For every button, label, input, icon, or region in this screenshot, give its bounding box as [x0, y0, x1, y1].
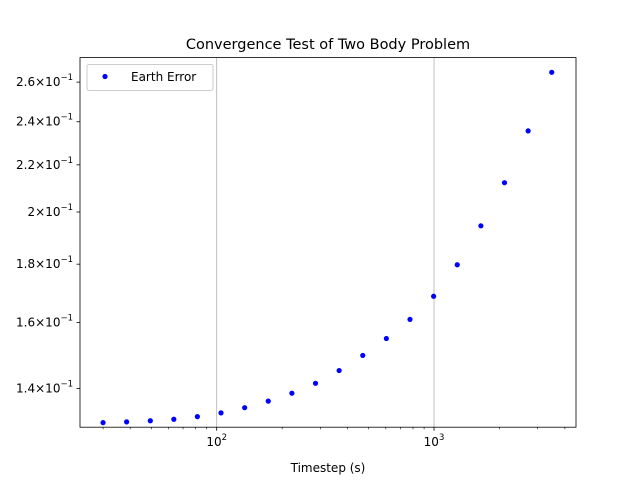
data-point — [194, 414, 200, 420]
x-tick-label: 102 — [206, 433, 227, 449]
data-point — [525, 128, 531, 134]
x-axis-label: Timestep (s) — [290, 461, 366, 475]
data-point — [478, 223, 484, 229]
legend-marker — [102, 73, 108, 80]
y-tick-label: 2.6×10−1 — [16, 73, 73, 89]
data-point — [123, 419, 130, 425]
grid-lines — [216, 57, 435, 428]
legend: Earth Error — [86, 64, 214, 91]
data-point — [242, 405, 248, 411]
data-point — [431, 293, 437, 299]
data-point — [407, 316, 413, 323]
data-point — [360, 352, 366, 359]
data-point — [549, 69, 555, 75]
data-point — [383, 335, 389, 342]
x-tick-label: 103 — [424, 433, 445, 449]
y-tick-label: 2×10−1 — [28, 203, 74, 219]
y-tick-label: 2.4×10−1 — [16, 113, 73, 129]
x-axis-ticks: 102 103 — [102, 427, 566, 449]
data-point — [289, 390, 295, 396]
axes-frame — [79, 57, 577, 428]
legend-label: Earth Error — [131, 70, 196, 84]
legend-box — [86, 64, 214, 91]
data-point — [171, 416, 177, 422]
data-point — [147, 418, 153, 424]
data-point — [218, 410, 224, 416]
chart-title: Convergence Test of Two Body Problem — [186, 37, 470, 53]
y-axis-ticks: 1.4×10−1 1.6×10−1 1.8×10−1 2×10−1 2.2×10−1 2.… — [16, 73, 80, 396]
y-tick-label: 1.8×10−1 — [16, 255, 73, 271]
data-point — [454, 262, 460, 268]
y-tick-label: 1.6×10−1 — [16, 313, 73, 329]
data-points — [100, 69, 555, 426]
data-point — [265, 398, 271, 404]
data-point — [336, 367, 342, 374]
data-point — [312, 380, 319, 386]
data-point — [100, 420, 106, 426]
y-tick-label: 2.2×10−1 — [16, 156, 73, 172]
data-point — [501, 180, 508, 186]
y-tick-label: 1.4×10−1 — [16, 380, 73, 396]
